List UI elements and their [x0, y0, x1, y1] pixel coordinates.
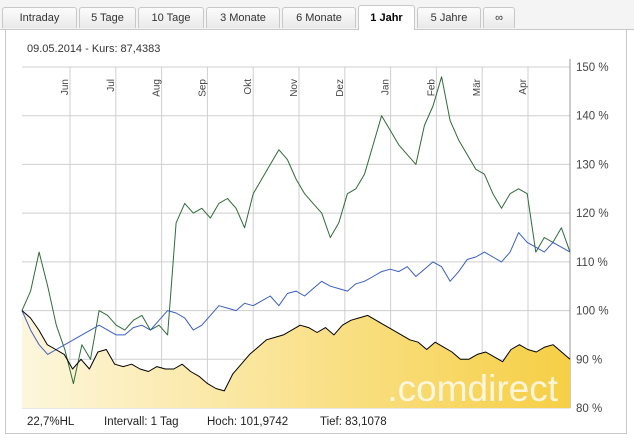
- line-layer: [21, 76, 571, 392]
- tab-10-tage[interactable]: 10 Tage: [138, 7, 204, 28]
- chart-frame: [5, 29, 627, 434]
- x-tick-label: Dez: [335, 79, 346, 97]
- price-area-fill: [22, 310, 570, 408]
- tab-6-monate[interactable]: 6 Monate: [282, 7, 356, 28]
- y-tick-label: 110 %: [576, 257, 608, 269]
- x-tick-label: Feb: [426, 79, 437, 97]
- series-line-green: [21, 76, 571, 385]
- stat-change: 22,7%HL: [27, 416, 75, 428]
- x-tick-label: Okt: [243, 79, 254, 95]
- tab-5-tage[interactable]: 5 Tage: [79, 7, 136, 28]
- y-tick-label: 100 %: [576, 306, 609, 318]
- x-tick-label: Jan: [381, 79, 392, 95]
- label-layer: 150 % 140 % 130 % 120 % 110 % 100 % 90 % 80 % Ju…: [60, 62, 609, 415]
- x-tick-label: Jun: [60, 79, 71, 95]
- x-tick-label: Nov: [289, 79, 300, 97]
- x-tick-label: Mär: [472, 78, 483, 96]
- series-line-blue: [21, 232, 571, 355]
- y-tick-label: 130 %: [576, 159, 609, 171]
- stat-interval: Intervall: 1 Tag: [104, 416, 179, 428]
- y-tick-label: 140 %: [576, 111, 609, 123]
- series-line-main: [21, 310, 571, 392]
- period-tab-bar: Intraday 5 Tage 10 Tage 3 Monate 6 Monat…: [0, 0, 634, 30]
- y-tick-label: 120 %: [576, 208, 609, 220]
- stat-high: Hoch: 101,9742: [207, 416, 289, 428]
- y-tick-label: 150 %: [576, 62, 609, 74]
- tab-5-jahre[interactable]: 5 Jahre: [417, 7, 481, 28]
- tab-intraday[interactable]: Intraday: [2, 7, 77, 28]
- tab-3-monate[interactable]: 3 Monate: [206, 7, 280, 28]
- x-tick-label: Aug: [152, 79, 163, 97]
- tab-1-jahr[interactable]: 1 Jahr: [358, 5, 415, 30]
- quote-header: 09.05.2014 - Kurs: 87,4383: [27, 43, 161, 55]
- stat-low: Tief: 83,1078: [320, 416, 387, 428]
- x-tick-label: Sep: [197, 79, 208, 97]
- tab-max[interactable]: ∞: [483, 7, 515, 28]
- x-tick-label: Apr: [518, 78, 529, 94]
- y-tick-label: 80 %: [576, 403, 602, 415]
- x-tick-label: Jul: [106, 79, 117, 92]
- y-tick-label: 90 %: [576, 354, 602, 366]
- comdirect-watermark: .comdirect: [387, 368, 558, 409]
